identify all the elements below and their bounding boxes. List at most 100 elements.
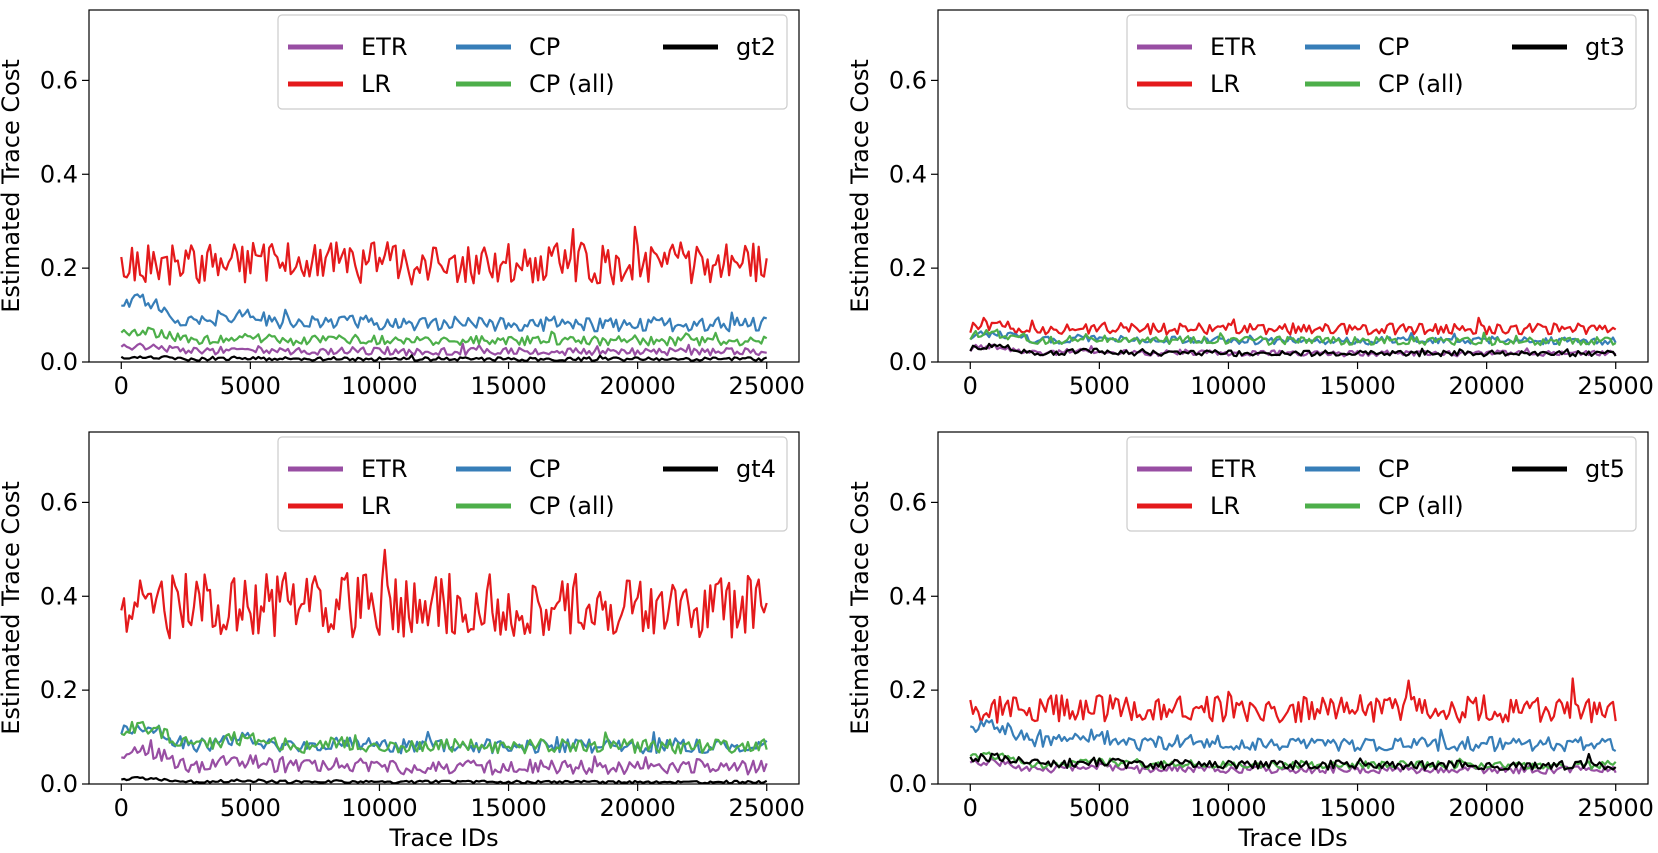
x-tick-label: 10000	[341, 372, 417, 400]
series-line-cp-all-	[120, 326, 768, 347]
legend-label: ETR	[1210, 455, 1257, 483]
x-tick-label: 15000	[1319, 372, 1395, 400]
series-line-gt3	[969, 342, 1617, 358]
x-tick-label: 0	[114, 372, 129, 400]
series-line-lr	[969, 316, 1617, 336]
y-tick-label: 0.4	[889, 582, 927, 610]
legend-label: CP (all)	[529, 70, 615, 98]
y-tick-label: 0.6	[889, 66, 927, 94]
series-line-etr	[969, 343, 1617, 358]
x-tick-label: 20000	[599, 794, 675, 822]
x-tick-label: 5000	[1069, 372, 1130, 400]
series-line-cp	[969, 330, 1617, 346]
y-tick-label: 0.4	[40, 160, 78, 188]
legend-box	[1126, 436, 1637, 532]
legend-label: CP	[1378, 455, 1409, 483]
series-line-cp	[121, 293, 768, 333]
x-tick-label: 0	[963, 794, 978, 822]
x-tick-label: 0	[963, 372, 978, 400]
legend-label: CP	[529, 455, 560, 483]
legend-label: CP	[529, 33, 560, 61]
legend-label: ETR	[361, 455, 408, 483]
series-line-etr	[121, 739, 768, 776]
legend-label: gt2	[736, 33, 776, 61]
legend: ETR LR CP CP (all) gt4	[277, 436, 788, 532]
plot-frame	[88, 9, 800, 363]
y-tick-label: 0.6	[40, 488, 78, 516]
y-tick-label: 0.6	[889, 488, 927, 516]
y-tick-label: 0.2	[40, 676, 78, 704]
x-tick-label: 15000	[470, 372, 546, 400]
y-tick-label: 0.6	[40, 66, 78, 94]
legend-label: LR	[1210, 70, 1240, 98]
series-line-gt2	[120, 354, 768, 362]
legend: ETR LR CP CP (all) gt3	[1126, 14, 1637, 110]
y-axis-label: Estimated Trace Cost	[0, 481, 25, 735]
series-line-cp	[120, 724, 768, 755]
series-line-cp-all-	[969, 328, 1617, 347]
y-tick-label: 0.2	[889, 254, 927, 282]
x-tick-label: 10000	[1190, 372, 1266, 400]
legend-box	[277, 436, 788, 532]
chart-panel-4: 0 5000 10000 15000 20000 25000 0.0 0.2 0.4 0.6 Est…	[846, 431, 1654, 852]
x-tick-label: 20000	[1448, 794, 1524, 822]
x-axis-label: Trace IDs	[388, 824, 498, 852]
x-tick-label: 5000	[220, 372, 281, 400]
chart-panel-1: 0 5000 10000 15000 20000 25000 0.0 0.2 0.4 0.6 Est…	[0, 9, 805, 400]
legend-label: CP (all)	[529, 492, 615, 520]
x-tick-label: 25000	[729, 794, 805, 822]
y-tick-label: 0.2	[40, 254, 78, 282]
y-tick-label: 0.2	[889, 676, 927, 704]
y-axis-label: Estimated Trace Cost	[0, 59, 25, 313]
x-tick-label: 5000	[1069, 794, 1130, 822]
legend-label: CP	[1378, 33, 1409, 61]
x-tick-label: 15000	[470, 794, 546, 822]
y-axis-label: Estimated Trace Cost	[846, 59, 874, 313]
x-tick-label: 5000	[220, 794, 281, 822]
series-line-lr	[969, 677, 1617, 724]
series-group	[120, 225, 768, 362]
legend-label: LR	[1210, 492, 1240, 520]
x-tick-label: 10000	[341, 794, 417, 822]
legend-box	[277, 14, 788, 110]
series-line-cp-all-	[120, 720, 768, 755]
legend-label: gt4	[736, 455, 776, 483]
chart-panel-2: 0 5000 10000 15000 20000 25000 0.0 0.2 0.4 0.6 Est…	[846, 9, 1654, 400]
x-axis-label: Trace IDs	[1237, 824, 1347, 852]
y-tick-label: 0.4	[40, 582, 78, 610]
y-tick-label: 0.4	[889, 160, 927, 188]
series-group	[120, 548, 768, 784]
series-line-cp	[969, 719, 1617, 753]
x-tick-label: 25000	[1578, 372, 1654, 400]
y-tick-label: 0.0	[889, 348, 927, 376]
x-tick-label: 20000	[599, 372, 675, 400]
series-group	[969, 316, 1617, 358]
plot-frame	[937, 431, 1649, 785]
y-axis-label: Estimated Trace Cost	[846, 481, 874, 735]
legend-label: gt3	[1585, 33, 1625, 61]
x-tick-label: 15000	[1319, 794, 1395, 822]
y-tick-label: 0.0	[889, 770, 927, 798]
plot-frame	[937, 9, 1649, 363]
plot-frame	[88, 431, 800, 785]
x-tick-label: 0	[114, 794, 129, 822]
legend-label: LR	[361, 492, 391, 520]
series-line-lr	[120, 548, 768, 640]
y-tick-label: 0.0	[40, 770, 78, 798]
series-line-gt5	[969, 752, 1617, 771]
x-tick-label: 20000	[1448, 372, 1524, 400]
series-line-gt4	[121, 775, 768, 784]
legend: ETR LR CP CP (all) gt2	[277, 14, 788, 110]
legend-label: CP (all)	[1378, 492, 1464, 520]
legend-label: ETR	[361, 33, 408, 61]
x-tick-label: 10000	[1190, 794, 1266, 822]
legend-label: ETR	[1210, 33, 1257, 61]
x-tick-label: 25000	[729, 372, 805, 400]
y-tick-label: 0.0	[40, 348, 78, 376]
series-line-etr	[120, 342, 767, 357]
chart-panel-3: 0 5000 10000 15000 20000 25000 0.0 0.2 0.4 0.6 Est…	[0, 431, 805, 852]
x-tick-label: 25000	[1578, 794, 1654, 822]
legend-label: CP (all)	[1378, 70, 1464, 98]
legend-label: LR	[361, 70, 391, 98]
